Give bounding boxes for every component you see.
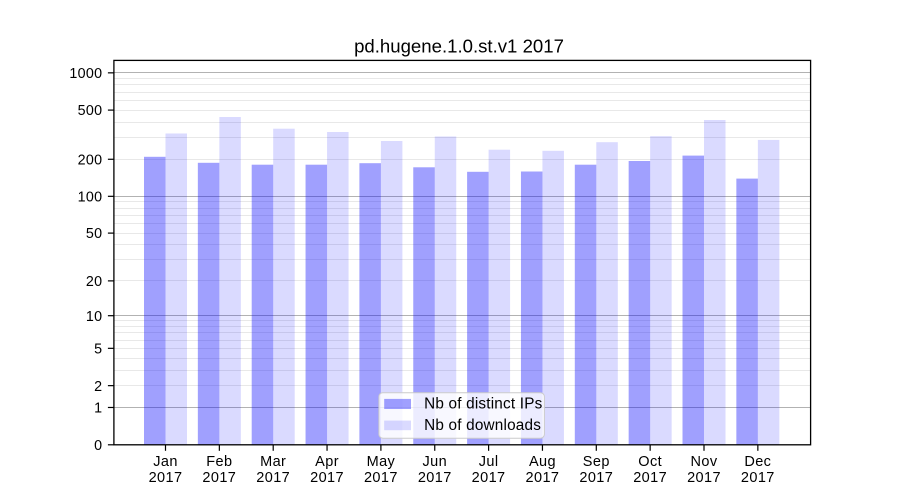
svg-text:100: 100 (78, 189, 103, 205)
svg-text:200: 200 (78, 152, 103, 168)
svg-text:Nb of downloads: Nb of downloads (424, 417, 541, 434)
svg-text:1000: 1000 (69, 66, 102, 82)
svg-text:Aug: Aug (529, 454, 556, 470)
svg-text:2017: 2017 (310, 470, 344, 486)
svg-text:50: 50 (86, 226, 103, 242)
svg-text:1: 1 (94, 401, 102, 417)
svg-text:2017: 2017 (687, 470, 721, 486)
svg-text:Oct: Oct (638, 454, 662, 470)
svg-text:Jun: Jun (422, 454, 447, 470)
svg-text:2017: 2017 (579, 470, 613, 486)
svg-text:Feb: Feb (206, 454, 232, 470)
svg-text:2017: 2017 (526, 470, 560, 486)
svg-text:Apr: Apr (315, 454, 339, 470)
svg-text:Dec: Dec (744, 454, 771, 470)
svg-text:5: 5 (94, 341, 102, 357)
svg-text:2017: 2017 (633, 470, 667, 486)
svg-text:2017: 2017 (256, 470, 290, 486)
svg-text:2017: 2017 (472, 470, 506, 486)
svg-text:2017: 2017 (741, 470, 775, 486)
svg-text:Nov: Nov (691, 454, 718, 470)
svg-text:2017: 2017 (202, 470, 236, 486)
svg-text:Nb of distinct IPs: Nb of distinct IPs (424, 396, 543, 413)
svg-text:Jul: Jul (479, 454, 499, 470)
svg-text:2017: 2017 (364, 470, 398, 486)
svg-text:2017: 2017 (149, 470, 183, 486)
svg-text:2017: 2017 (418, 470, 452, 486)
svg-text:10: 10 (86, 309, 103, 325)
svg-text:May: May (367, 454, 396, 470)
svg-text:0: 0 (94, 438, 102, 454)
svg-text:Sep: Sep (583, 454, 610, 470)
svg-text:Jan: Jan (153, 454, 178, 470)
svg-text:pd.hugene.1.0.st.v1 2017: pd.hugene.1.0.st.v1 2017 (354, 36, 564, 57)
svg-text:20: 20 (86, 274, 103, 290)
svg-text:500: 500 (78, 103, 103, 119)
svg-text:Mar: Mar (260, 454, 286, 470)
svg-text:2: 2 (94, 379, 102, 395)
